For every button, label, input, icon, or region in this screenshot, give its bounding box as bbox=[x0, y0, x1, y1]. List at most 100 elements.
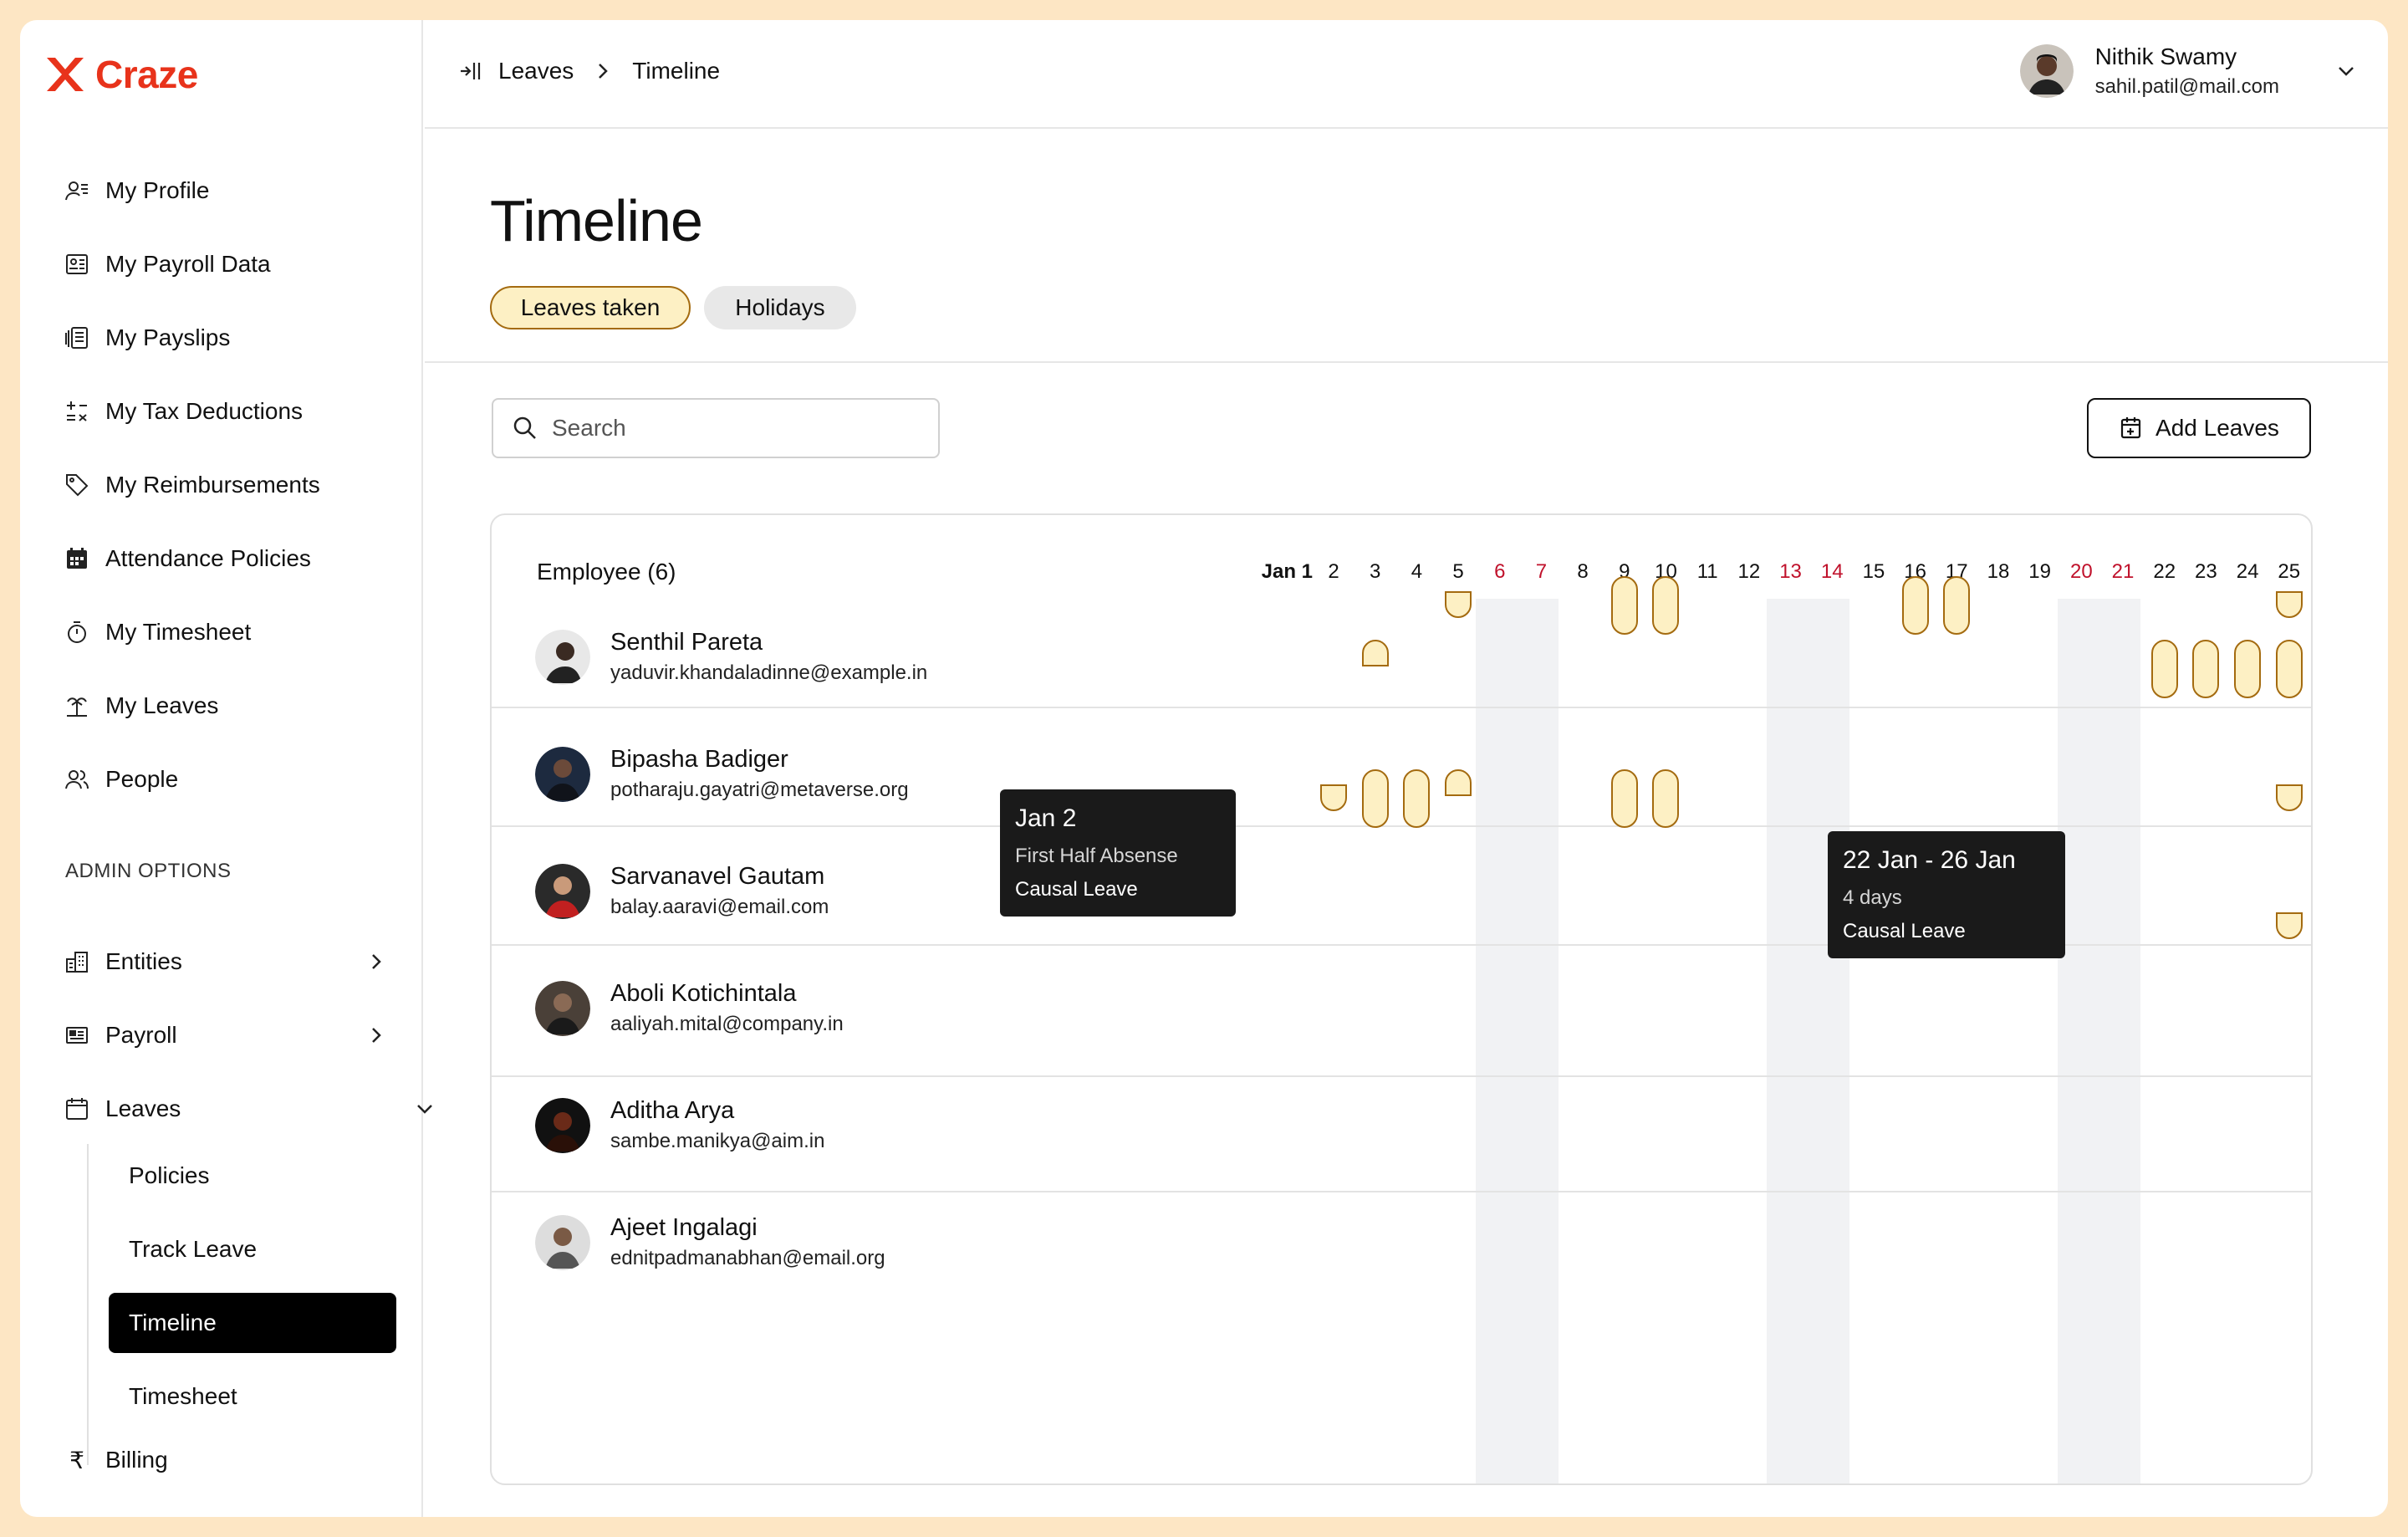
half-day-leave-marker[interactable] bbox=[2275, 590, 2303, 618]
brand-logo[interactable]: Craze bbox=[43, 52, 198, 97]
day-label: 8 bbox=[1577, 560, 1589, 583]
sidebar-item-payroll[interactable]: Payroll bbox=[64, 1015, 381, 1055]
tab-leaves-taken[interactable]: Leaves taken bbox=[490, 286, 691, 329]
sidebar-item-label: My Profile bbox=[105, 177, 210, 203]
employee-row-3[interactable]: Sarvanavel Gautam balay.aaravi@email.com bbox=[535, 863, 829, 919]
day-label: 12 bbox=[1737, 560, 1761, 583]
half-day-leave-marker[interactable] bbox=[1445, 590, 1472, 618]
weekend-column bbox=[1766, 599, 1850, 1483]
sidebar-item-label: Entities bbox=[105, 948, 182, 974]
full-day-leave-marker[interactable] bbox=[2192, 640, 2220, 699]
section-divider bbox=[425, 361, 2388, 363]
admin-options-label: ADMIN OPTIONS bbox=[65, 860, 232, 882]
avatar bbox=[535, 980, 590, 1036]
calendar-icon bbox=[64, 1095, 90, 1122]
sidebar-item-my-payroll-data[interactable]: My Payroll Data bbox=[64, 244, 271, 284]
add-leaves-label: Add Leaves bbox=[2155, 415, 2279, 441]
day-label: 21 bbox=[2111, 560, 2135, 583]
sidebar-item-label: My Tax Deductions bbox=[105, 398, 304, 424]
sidebar-item-label: Payroll bbox=[105, 1022, 177, 1048]
sidebar-toggle-icon[interactable] bbox=[458, 59, 483, 84]
employee-name: Sarvanavel Gautam bbox=[610, 863, 825, 890]
day-label: 6 bbox=[1494, 560, 1506, 583]
breadcrumb-leaves[interactable]: Leaves bbox=[498, 58, 574, 84]
half-day-leave-marker[interactable] bbox=[1320, 784, 1347, 811]
sidebar-item-label: My Timesheet bbox=[105, 619, 252, 645]
row-divider bbox=[492, 1191, 2311, 1193]
sidebar-item-leaves[interactable]: Leaves bbox=[64, 1089, 432, 1129]
sidebar-item-my-reimbursements[interactable]: My Reimbursements bbox=[64, 465, 320, 505]
employee-row-4[interactable]: Aboli Kotichintala aaliyah.mital@company.… bbox=[535, 980, 844, 1036]
tooltip-type: Causal Leave bbox=[1015, 878, 1138, 901]
sidebar-item-label: Leaves bbox=[105, 1095, 181, 1121]
palm-tree-icon bbox=[64, 692, 90, 719]
user-menu[interactable]: Nithik Swamy sahil.patil@mail.com bbox=[2019, 43, 2358, 99]
half-day-leave-marker[interactable] bbox=[1361, 640, 1389, 667]
full-day-leave-marker[interactable] bbox=[2275, 640, 2303, 699]
tooltip-jan-2: Jan 2 First Half Absense Causal Leave bbox=[1000, 789, 1236, 917]
tooltip-detail: First Half Absense bbox=[1015, 845, 1178, 867]
chevron-right-icon bbox=[372, 954, 381, 969]
employee-name: Bipasha Badiger bbox=[610, 746, 788, 773]
sidebar-item-attendance-policies[interactable]: Attendance Policies bbox=[64, 539, 311, 579]
add-leaves-button[interactable]: Add Leaves bbox=[2087, 398, 2311, 458]
sidebar-item-billing[interactable]: ₹ Billing bbox=[64, 1440, 168, 1480]
employee-name: Aboli Kotichintala bbox=[610, 980, 797, 1007]
submenu-item-timesheet[interactable]: Timesheet bbox=[129, 1383, 237, 1409]
full-day-leave-marker[interactable] bbox=[1901, 575, 1929, 635]
id-card-icon bbox=[64, 251, 90, 278]
avatar bbox=[535, 1214, 590, 1270]
sidebar-item-my-timesheet[interactable]: My Timesheet bbox=[64, 612, 251, 652]
search-placeholder: Search bbox=[552, 415, 626, 441]
full-day-leave-marker[interactable] bbox=[1943, 575, 1971, 635]
submenu-item-timeline[interactable]: Timeline bbox=[109, 1293, 396, 1353]
chevron-down-icon bbox=[417, 1105, 432, 1114]
full-day-leave-marker[interactable] bbox=[2234, 640, 2262, 699]
day-label: 25 bbox=[2278, 560, 2301, 583]
employee-count-header: Employee (6) bbox=[537, 559, 676, 585]
day-label: 15 bbox=[1862, 560, 1885, 583]
day-label: 24 bbox=[2236, 560, 2259, 583]
employee-row-5[interactable]: Aditha Arya sambe.manikya@aim.in bbox=[535, 1097, 824, 1153]
chevron-down-icon[interactable] bbox=[2334, 59, 2358, 83]
employee-email: yaduvir.khandaladinne@example.in bbox=[610, 661, 928, 684]
submenu-item-track-leave[interactable]: Track Leave bbox=[129, 1236, 258, 1262]
search-input[interactable]: Search bbox=[492, 398, 940, 458]
sidebar-item-my-leaves[interactable]: My Leaves bbox=[64, 686, 218, 726]
full-day-leave-marker[interactable] bbox=[1361, 768, 1389, 828]
half-day-leave-marker[interactable] bbox=[1445, 768, 1472, 796]
weekend-column bbox=[2057, 599, 2140, 1483]
row-divider bbox=[492, 944, 2311, 947]
submenu-item-policies[interactable]: Policies bbox=[129, 1162, 210, 1188]
payslips-icon bbox=[64, 324, 90, 351]
full-day-leave-marker[interactable] bbox=[1403, 768, 1431, 828]
tooltip-type: Causal Leave bbox=[1843, 920, 1966, 942]
full-day-leave-marker[interactable] bbox=[1652, 768, 1680, 828]
sidebar-item-people[interactable]: People bbox=[64, 759, 178, 799]
tooltip-jan-22-26: 22 Jan - 26 Jan 4 days Causal Leave bbox=[1828, 831, 2065, 958]
full-day-leave-marker[interactable] bbox=[2150, 640, 2178, 699]
employee-row-6[interactable]: Ajeet Ingalagi ednitpadmanabhan@email.org bbox=[535, 1214, 885, 1270]
full-day-leave-marker[interactable] bbox=[1610, 768, 1638, 828]
full-day-leave-marker[interactable] bbox=[1610, 575, 1638, 635]
row-divider bbox=[492, 1075, 2311, 1077]
sidebar-item-my-payslips[interactable]: My Payslips bbox=[64, 318, 230, 358]
sidebar-item-label: Billing bbox=[105, 1447, 168, 1473]
day-label: 5 bbox=[1452, 560, 1464, 583]
sidebar-item-my-tax-deductions[interactable]: My Tax Deductions bbox=[64, 391, 303, 431]
full-day-leave-marker[interactable] bbox=[1652, 575, 1680, 635]
sidebar-item-label: Attendance Policies bbox=[105, 545, 311, 571]
sidebar-item-label: My Leaves bbox=[105, 692, 219, 718]
avatar bbox=[535, 863, 590, 919]
sidebar-item-label: My Payslips bbox=[105, 324, 231, 350]
employee-email: balay.aaravi@email.com bbox=[610, 896, 829, 918]
sidebar-item-my-profile[interactable]: My Profile bbox=[64, 171, 209, 211]
tag-icon bbox=[64, 472, 90, 498]
employee-row-1[interactable]: Senthil Pareta yaduvir.khandaladinne@exam… bbox=[535, 629, 927, 685]
employee-row-2[interactable]: Bipasha Badiger potharaju.gayatri@metaver… bbox=[535, 746, 909, 802]
day-label: Jan 1 bbox=[1261, 560, 1313, 583]
sidebar-item-entities[interactable]: Entities bbox=[64, 942, 381, 982]
tab-holidays[interactable]: Holidays bbox=[704, 286, 856, 329]
half-day-leave-marker[interactable] bbox=[2275, 784, 2303, 811]
half-day-leave-marker[interactable] bbox=[2275, 911, 2303, 939]
